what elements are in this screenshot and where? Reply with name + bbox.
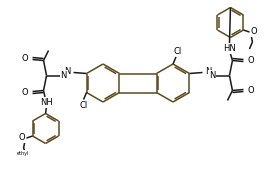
Text: Cl: Cl (79, 101, 88, 110)
Text: O: O (19, 134, 26, 143)
Text: O: O (22, 54, 28, 63)
Text: HN: HN (223, 44, 236, 53)
Text: Cl: Cl (174, 47, 182, 56)
Text: N: N (205, 67, 212, 76)
Text: N: N (209, 71, 216, 80)
Text: O: O (250, 28, 257, 37)
Text: N: N (64, 67, 71, 76)
Text: NH: NH (40, 98, 53, 107)
Text: O: O (22, 88, 28, 97)
Text: O: O (248, 56, 254, 65)
Text: O: O (248, 86, 254, 95)
Text: N: N (60, 71, 67, 80)
Text: ethyl: ethyl (16, 151, 29, 156)
